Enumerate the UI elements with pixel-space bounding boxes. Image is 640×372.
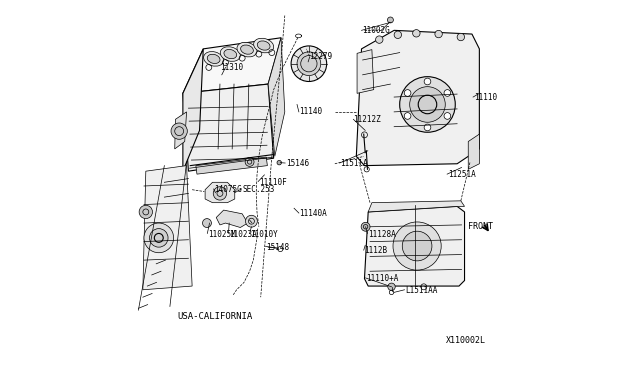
Circle shape (297, 52, 321, 76)
Ellipse shape (220, 47, 241, 61)
Polygon shape (356, 31, 479, 166)
Polygon shape (364, 206, 465, 286)
Polygon shape (183, 49, 204, 171)
Circle shape (404, 90, 411, 96)
Text: 1112B: 1112B (364, 246, 388, 255)
Text: SEC.253: SEC.253 (242, 185, 275, 194)
Circle shape (403, 231, 432, 261)
Text: 11110+A: 11110+A (366, 274, 399, 283)
Polygon shape (183, 38, 281, 93)
Circle shape (393, 222, 441, 270)
Circle shape (150, 229, 168, 247)
Circle shape (424, 78, 431, 85)
Text: 12279: 12279 (309, 52, 332, 61)
Ellipse shape (204, 52, 223, 66)
Text: 11140: 11140 (300, 108, 323, 116)
Text: 11251A: 11251A (448, 170, 476, 179)
Text: 11023A: 11023A (229, 230, 257, 239)
Text: 11128A: 11128A (368, 230, 396, 239)
Circle shape (388, 283, 396, 291)
Text: 11310: 11310 (220, 63, 243, 72)
Circle shape (171, 123, 188, 139)
Circle shape (277, 160, 282, 165)
Circle shape (246, 215, 257, 227)
Text: 15146: 15146 (286, 159, 309, 168)
Circle shape (435, 31, 442, 38)
Circle shape (404, 113, 411, 119)
Text: 1151lA: 1151lA (340, 159, 368, 168)
Ellipse shape (241, 45, 253, 54)
Polygon shape (175, 112, 187, 149)
Text: 11010Y: 11010Y (250, 230, 278, 239)
Polygon shape (268, 38, 285, 156)
Polygon shape (143, 166, 192, 290)
Polygon shape (357, 49, 374, 93)
Text: L1511AA: L1511AA (405, 286, 438, 295)
Text: 11110F: 11110F (259, 178, 287, 187)
Text: 11212Z: 11212Z (353, 115, 381, 124)
Ellipse shape (224, 49, 237, 59)
Circle shape (400, 77, 455, 132)
Text: 15148: 15148 (266, 243, 289, 251)
Circle shape (457, 33, 465, 41)
Circle shape (413, 30, 420, 37)
Ellipse shape (207, 54, 220, 64)
Ellipse shape (257, 41, 270, 50)
Circle shape (139, 205, 152, 219)
Ellipse shape (237, 42, 257, 57)
Circle shape (361, 222, 370, 231)
Text: 11110: 11110 (474, 93, 497, 102)
Circle shape (376, 36, 383, 43)
Polygon shape (183, 84, 274, 171)
Circle shape (291, 46, 326, 81)
Polygon shape (205, 182, 235, 203)
Circle shape (424, 124, 431, 131)
Circle shape (444, 90, 451, 96)
Text: USA-CALIFORNIA: USA-CALIFORNIA (177, 312, 253, 321)
Ellipse shape (253, 38, 274, 53)
Polygon shape (468, 134, 479, 169)
Circle shape (387, 17, 394, 23)
Polygon shape (216, 210, 248, 228)
Text: FRONT: FRONT (468, 222, 493, 231)
Circle shape (444, 113, 451, 119)
Text: 11025M: 11025M (208, 230, 236, 239)
Circle shape (410, 87, 445, 122)
Circle shape (202, 219, 211, 228)
Text: 11002G: 11002G (363, 26, 390, 35)
Polygon shape (368, 201, 465, 212)
Circle shape (213, 187, 227, 200)
Polygon shape (196, 157, 268, 174)
Circle shape (245, 157, 254, 166)
Circle shape (394, 31, 401, 38)
Text: X110002L: X110002L (446, 336, 486, 346)
Text: 11140A: 11140A (300, 209, 328, 218)
Text: 14075G: 14075G (214, 185, 242, 194)
Circle shape (144, 223, 173, 253)
